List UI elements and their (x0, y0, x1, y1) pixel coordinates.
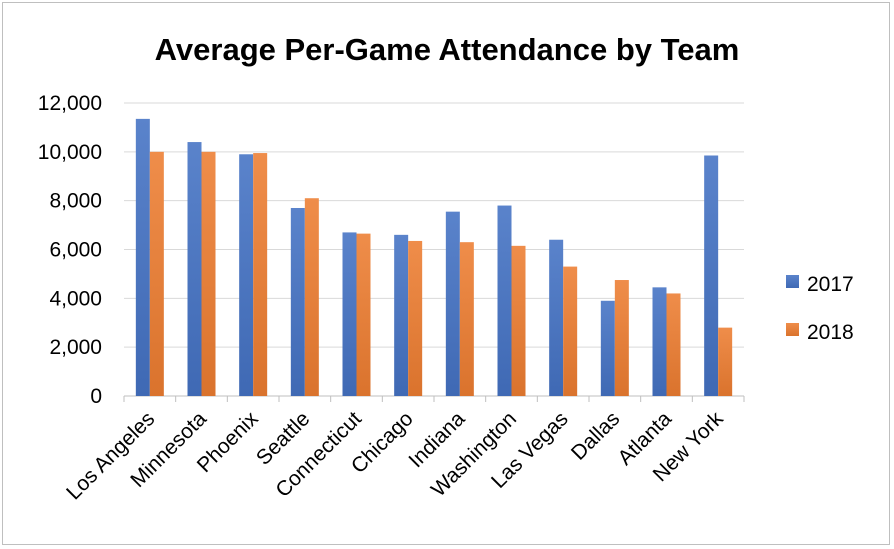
bar-2017-las-vegas (549, 239, 564, 396)
bar-2017-phoenix (239, 154, 254, 396)
bar-2017-seattle (290, 207, 305, 396)
y-tick-label: 0 (90, 385, 102, 408)
bar-2017-minnesota (187, 142, 202, 396)
bar-2018-atlanta (666, 293, 681, 396)
bar-2018-seattle (304, 198, 319, 396)
bar-2018-dallas (614, 280, 629, 396)
bar-2018-washington (511, 245, 526, 396)
gridlines (124, 102, 744, 397)
y-tick-label: 4,000 (49, 287, 102, 310)
bar-2018-minnesota (201, 151, 216, 396)
x-axis: Los AngelesMinnesotaPhoenixSeattleConnec… (62, 396, 745, 504)
legend-swatch-2017 (786, 275, 799, 288)
chart-title: Average Per-Game Attendance by Team (155, 32, 740, 67)
bar-2017-new-york (704, 155, 719, 396)
bar-2017-atlanta (652, 287, 667, 396)
bar-2017-washington (497, 205, 512, 396)
bars (135, 118, 733, 396)
bar-2017-indiana (445, 211, 460, 396)
bar-2018-phoenix (253, 153, 268, 396)
bar-2018-new-york (718, 327, 733, 396)
y-tick-label: 8,000 (49, 190, 102, 213)
bar-2018-las-vegas (563, 266, 578, 396)
bar-2017-connecticut (342, 232, 357, 396)
legend-label-2017: 2017 (807, 273, 854, 296)
y-tick-label: 12,000 (38, 92, 102, 115)
y-axis: 0 2,000 4,000 6,000 8,000 10,000 12,000 (38, 92, 102, 408)
bar-2017-chicago (394, 234, 409, 396)
bar-2017-los-angeles (135, 118, 150, 396)
bar-2018-indiana (459, 242, 474, 396)
bar-2018-los-angeles (149, 151, 164, 396)
y-tick-label: 2,000 (49, 336, 102, 359)
y-tick-label: 6,000 (49, 239, 102, 262)
bar-2018-chicago (408, 240, 423, 396)
legend-label-2018: 2018 (807, 321, 854, 344)
legend: 2017 2018 (786, 273, 854, 344)
legend-swatch-2018 (786, 323, 799, 336)
bar-2017-dallas (600, 300, 615, 396)
bar-2018-connecticut (356, 233, 371, 396)
y-tick-label: 10,000 (38, 141, 102, 164)
